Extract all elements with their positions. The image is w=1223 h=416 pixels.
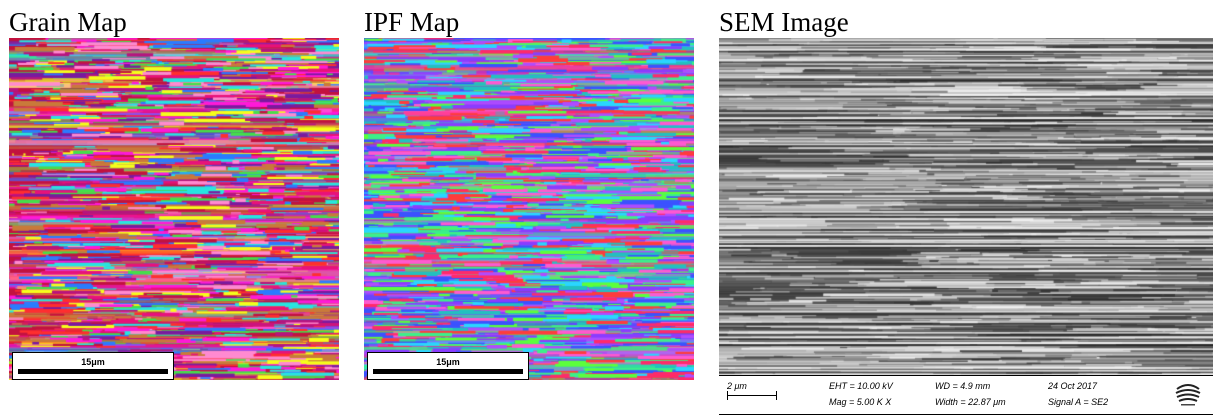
grain-scalebar-label: 15μm: [81, 357, 105, 367]
grain-scalebar-line: [18, 369, 168, 374]
ipf-map-image: 15μm: [364, 38, 694, 380]
sem-image: [719, 38, 1213, 375]
ipf-map-scalebar: 15μm: [367, 352, 529, 380]
institution-logo-icon: [1175, 384, 1201, 406]
ipf-scalebar-line: [373, 369, 523, 374]
grain-map-scalebar: 15μm: [12, 352, 174, 380]
sem-width: Width = 22.87 μm: [935, 397, 1006, 407]
sem-scalebar-line: [727, 391, 777, 400]
ipf-map-title: IPF Map: [364, 7, 460, 37]
sem-wd: WD = 4.9 mm: [935, 381, 991, 391]
sem-info-bar: 2 μm EHT = 10.00 kV Mag = 5.00 K X WD = …: [719, 375, 1213, 415]
sem-scalebar-label: 2 μm: [727, 381, 747, 391]
grain-map-title: Grain Map: [9, 7, 127, 37]
ipf-scalebar-label: 15μm: [436, 357, 460, 367]
sem-image-title: SEM Image: [719, 7, 849, 37]
sem-date: 24 Oct 2017: [1048, 381, 1098, 391]
sem-signal: Signal A = SE2: [1048, 397, 1109, 407]
sem-eht: EHT = 10.00 kV: [829, 381, 893, 391]
sem-mag: Mag = 5.00 K X: [829, 397, 892, 407]
grain-map-image: 15μm: [9, 38, 339, 380]
